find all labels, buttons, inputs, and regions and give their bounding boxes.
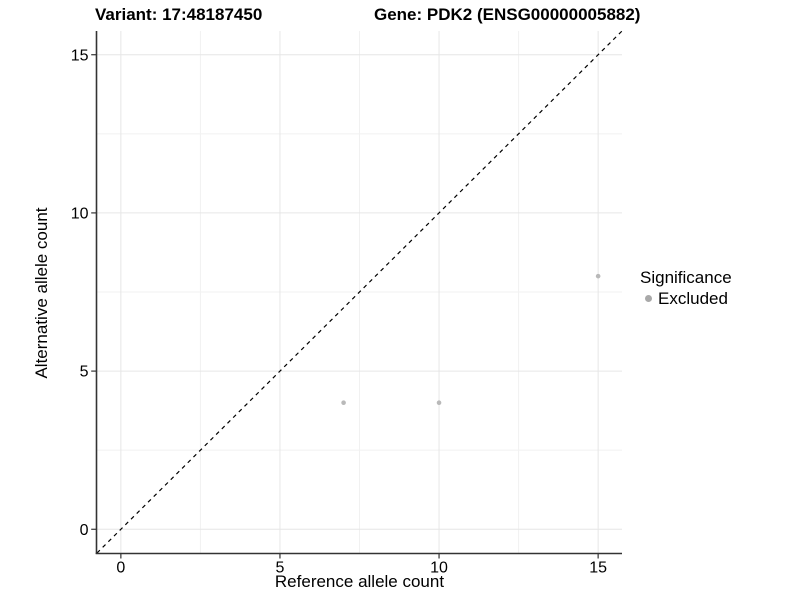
data-points [341, 273, 601, 406]
axis-ticks [91, 54, 599, 559]
svg-text:0: 0 [80, 522, 89, 539]
svg-text:10: 10 [71, 206, 89, 223]
svg-text:5: 5 [80, 364, 89, 381]
svg-text:10: 10 [430, 560, 448, 577]
legend-item-excluded: Excluded [640, 289, 732, 308]
svg-text:5: 5 [276, 560, 285, 577]
scatter-point [436, 400, 442, 406]
legend-item-label: Excluded [658, 289, 728, 308]
minor-gridlines [97, 31, 622, 553]
svg-text:15: 15 [71, 47, 89, 64]
gene-title: Gene: PDK2 (ENSG00000005882) [374, 5, 641, 24]
legend-title: Significance [640, 268, 732, 287]
x-axis-title: Reference allele count [274, 572, 445, 591]
svg-text:0: 0 [116, 560, 125, 577]
legend-key-box [640, 290, 657, 307]
scatter-point [595, 273, 601, 279]
y-axis-title: Alternative allele count [32, 207, 51, 379]
excluded-point-icon [645, 295, 652, 302]
scatter-point [341, 400, 346, 406]
x-tick-labels: 0 5 10 15 [116, 560, 607, 577]
legend: Significance Excluded [640, 268, 732, 308]
major-gridlines [97, 31, 622, 553]
svg-text:15: 15 [589, 560, 607, 577]
y-tick-labels: 0 5 10 15 [71, 47, 89, 539]
axis-lines [95, 31, 622, 555]
variant-title: Variant: 17:48187450 [95, 5, 263, 24]
identity-line [96, 30, 623, 554]
